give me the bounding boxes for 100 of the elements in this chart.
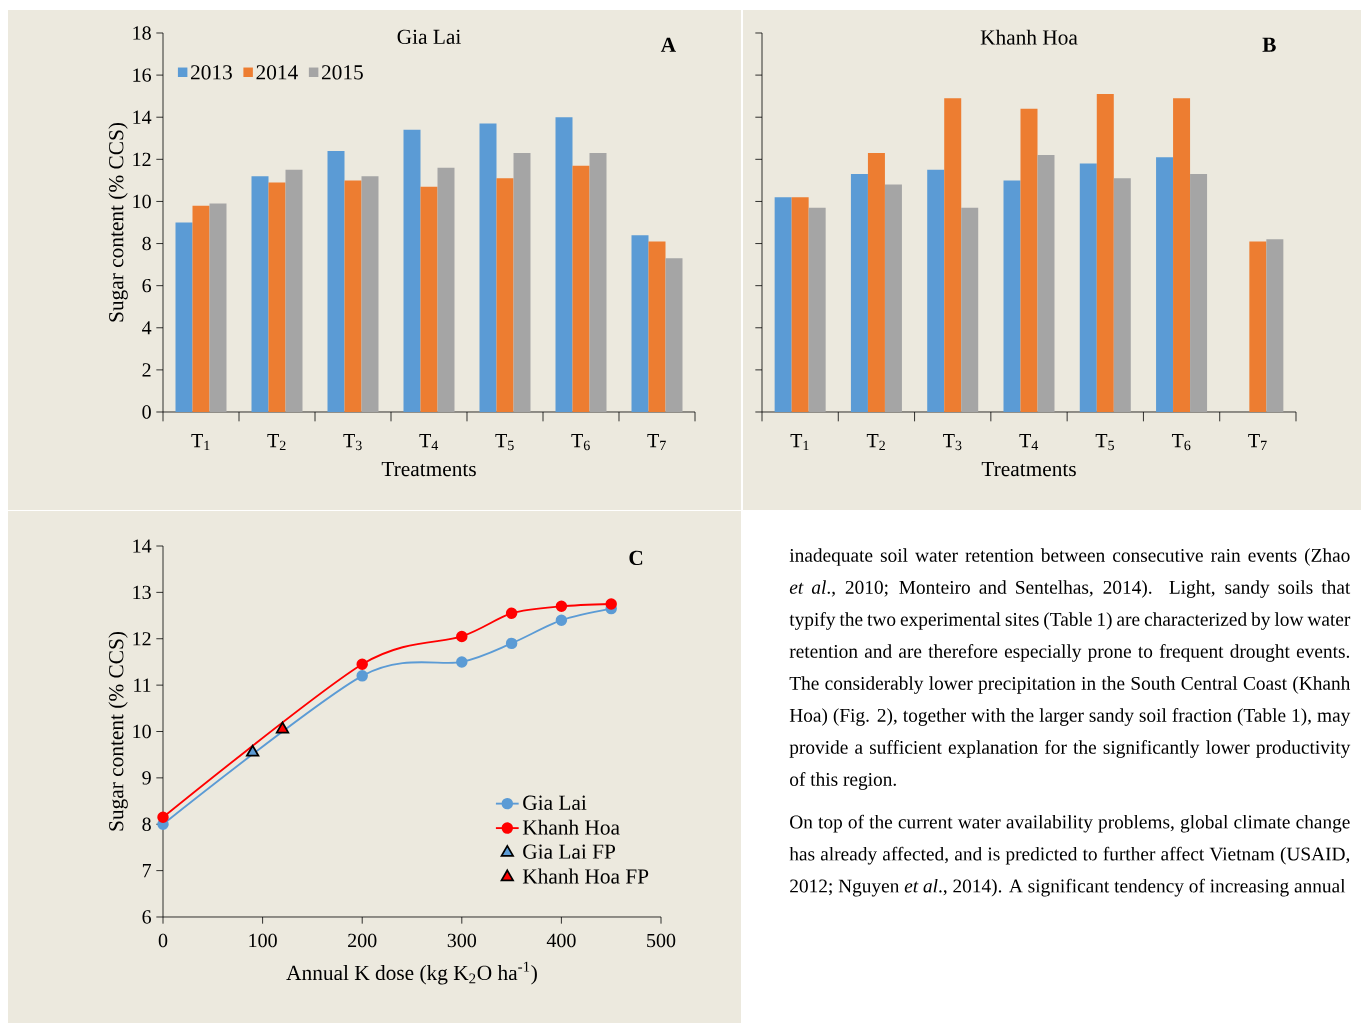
bar [1096, 94, 1114, 412]
x-tick-label: 500 [647, 933, 676, 948]
y-axis-title: Sugar content (% CCS) [108, 122, 128, 322]
bar [1266, 239, 1284, 412]
point [605, 598, 617, 610]
bar [961, 207, 979, 412]
point [555, 614, 568, 626]
point [456, 630, 468, 643]
bar [1190, 174, 1208, 412]
y-tick-label: 9 [142, 771, 151, 785]
x-tick-label: T$_{1}$ [790, 434, 809, 451]
y-tick-label: 10 [133, 194, 151, 209]
x-tick-label: T$_{6}$ [1171, 434, 1191, 451]
annotation: B [1262, 37, 1276, 52]
x-axis-title: Treatments [981, 461, 1076, 477]
bar [361, 176, 379, 412]
bar [513, 153, 531, 412]
bar [268, 182, 286, 412]
point [505, 637, 518, 650]
bar [589, 153, 607, 412]
annotation: A [660, 37, 676, 52]
bar [1173, 98, 1191, 412]
bar [791, 197, 809, 412]
bar [437, 167, 455, 412]
x-tick-label: T$_{4}$ [419, 434, 439, 451]
x-tick-label: T$_{7}$ [1248, 434, 1267, 451]
x-tick-label: 400 [546, 933, 576, 948]
bar [344, 180, 362, 412]
y-tick-label: 7 [142, 864, 152, 878]
bar [192, 205, 210, 412]
bar [1249, 241, 1267, 412]
bar [496, 178, 514, 412]
y-tick-label: 16 [133, 68, 152, 82]
bar [631, 235, 649, 412]
bar [944, 98, 962, 412]
y-tick-label: 8 [142, 236, 151, 251]
x-tick-label: T$_{4}$ [1019, 434, 1039, 451]
text: inadequate soil water retention between consecutive rain events (Zhao et al., 2010; Monteiro and Sentelhas, 2014). Light, sandy soils that typify the two experimental sites (Table 1) are characterized by low water retention and are therefore especially prone to frequent drought events. The considerably lower precipitation in the South Central Coast (Khanh Hoa) (Fig. 2), together with the larger sandy soil fraction (Table 1), may provide a sufficient explanation for the significantly lower productivity of this region. [789, 548, 1351, 790]
bar [808, 207, 826, 412]
y-tick-label: 13 [133, 585, 151, 600]
x-tick-label: T$_{3}$ [343, 434, 362, 451]
bar [479, 123, 497, 412]
point [555, 600, 568, 613]
annotation: C [629, 550, 643, 566]
bar [327, 150, 345, 412]
legend-label: 2013 [191, 65, 232, 80]
bar [403, 129, 421, 412]
x-tick-label: T$_{3}$ [943, 434, 962, 451]
y-tick-label: 6 [142, 278, 152, 293]
y-tick-label: 4 [142, 321, 152, 335]
y-tick-label: 14 [133, 110, 152, 124]
bar [1003, 180, 1021, 412]
y-tick-label: 6 [142, 910, 152, 924]
bar [251, 176, 269, 412]
legend-label: Khanh Hoa [522, 819, 620, 835]
x-tick-label: 100 [249, 933, 277, 948]
x-tick-label: T$_{6}$ [571, 434, 590, 451]
bar [285, 169, 303, 412]
chart-title: Khanh Hoa [980, 29, 1078, 45]
bar [209, 203, 227, 412]
x-tick-label: 300 [447, 933, 477, 948]
bar [648, 241, 666, 412]
point [246, 744, 260, 757]
bar [884, 184, 902, 412]
bar [665, 258, 683, 412]
y-tick-label: 10 [133, 724, 151, 739]
point [275, 721, 290, 734]
y-tick-label: 14 [133, 539, 152, 553]
bar [1020, 108, 1038, 412]
bar [420, 186, 438, 412]
x-tick-label: T$_{2}$ [866, 434, 885, 451]
y-tick-label: 12 [133, 152, 151, 166]
point [157, 811, 169, 824]
bar [850, 174, 868, 412]
y-tick-label: 8 [142, 817, 151, 831]
bar [175, 222, 193, 412]
bar [572, 165, 590, 412]
y-tick-label: 11 [134, 678, 151, 692]
point [456, 656, 468, 668]
bar [927, 169, 945, 412]
bar [1156, 157, 1174, 412]
x-axis-title: Treatments [381, 461, 476, 477]
x-tick-label: T$_{7}$ [647, 434, 666, 451]
x-tick-label: T$_{5}$ [1095, 434, 1114, 451]
x-tick-label: T$_{5}$ [495, 434, 514, 451]
legend-label: 2014 [256, 65, 298, 80]
bar [867, 153, 885, 412]
y-tick-label: 18 [133, 26, 151, 40]
legend-label: Khanh Hoa FP [522, 868, 649, 884]
x-tick-label: T$_{2}$ [267, 434, 286, 451]
legend-label: 2015 [321, 65, 363, 80]
bar [1079, 163, 1097, 412]
point [505, 607, 518, 619]
x-tick-label: 200 [348, 933, 377, 948]
y-tick-label: 2 [142, 363, 151, 377]
x-tick-label: 0 [158, 933, 168, 948]
y-axis-title: Sugar content (% CCS) [108, 631, 128, 831]
point [356, 658, 368, 670]
x-tick-label: T$_{1}$ [191, 434, 210, 451]
legend-label: Gia Lai [523, 795, 587, 810]
